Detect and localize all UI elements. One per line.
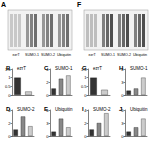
svg-text:3: 3 xyxy=(121,121,124,126)
svg-text:6: 6 xyxy=(121,107,124,113)
svg-text:0: 0 xyxy=(121,93,124,98)
svg-text:SUMO-1: SUMO-1 xyxy=(101,53,115,57)
svg-text:3: 3 xyxy=(46,121,49,126)
svg-text:ezrT: ezrT xyxy=(12,53,20,57)
svg-text:B: B xyxy=(6,65,11,71)
svg-text:ezrT: ezrT xyxy=(17,66,26,71)
svg-text:Ubiquitin: Ubiquitin xyxy=(55,107,73,112)
svg-text:I: I xyxy=(82,106,84,112)
svg-text:Ubiquitin: Ubiquitin xyxy=(130,107,148,112)
svg-text:H: H xyxy=(119,65,123,71)
svg-text:D: D xyxy=(6,106,11,112)
svg-text:1: 1 xyxy=(84,75,87,80)
svg-text:0.5: 0.5 xyxy=(81,84,87,89)
svg-text:4: 4 xyxy=(84,108,87,113)
svg-text:0: 0 xyxy=(121,134,124,139)
svg-text:C: C xyxy=(44,65,49,71)
svg-text:0.5: 0.5 xyxy=(5,84,11,89)
svg-text:2: 2 xyxy=(8,121,11,126)
svg-text:SUMO-1: SUMO-1 xyxy=(55,66,73,71)
svg-text:SUMO-1: SUMO-1 xyxy=(130,66,148,71)
svg-text:E: E xyxy=(44,106,48,112)
svg-text:3: 3 xyxy=(121,80,124,85)
svg-text:SUMO-2: SUMO-2 xyxy=(41,53,55,57)
svg-text:G: G xyxy=(82,65,87,71)
svg-text:ezrT: ezrT xyxy=(88,53,96,57)
svg-text:0: 0 xyxy=(46,93,49,98)
svg-text:Ubiquitin: Ubiquitin xyxy=(133,53,147,57)
svg-text:SUMO-2: SUMO-2 xyxy=(117,53,131,57)
svg-text:Ubiquitin: Ubiquitin xyxy=(57,53,71,57)
svg-text:2: 2 xyxy=(46,80,49,85)
svg-text:J: J xyxy=(119,106,122,112)
svg-text:0: 0 xyxy=(8,93,11,98)
svg-text:SUMO-2: SUMO-2 xyxy=(17,107,35,112)
svg-text:0: 0 xyxy=(84,134,87,139)
svg-text:0: 0 xyxy=(8,134,11,139)
svg-text:SUMO-2: SUMO-2 xyxy=(93,107,111,112)
svg-text:F: F xyxy=(77,1,82,8)
svg-text:A: A xyxy=(1,1,6,8)
svg-text:SUMO-1: SUMO-1 xyxy=(25,53,39,57)
svg-text:0: 0 xyxy=(46,134,49,139)
svg-text:2: 2 xyxy=(84,121,87,126)
svg-text:ezrT: ezrT xyxy=(93,66,102,71)
svg-text:1: 1 xyxy=(8,75,11,80)
svg-text:0: 0 xyxy=(84,93,87,98)
